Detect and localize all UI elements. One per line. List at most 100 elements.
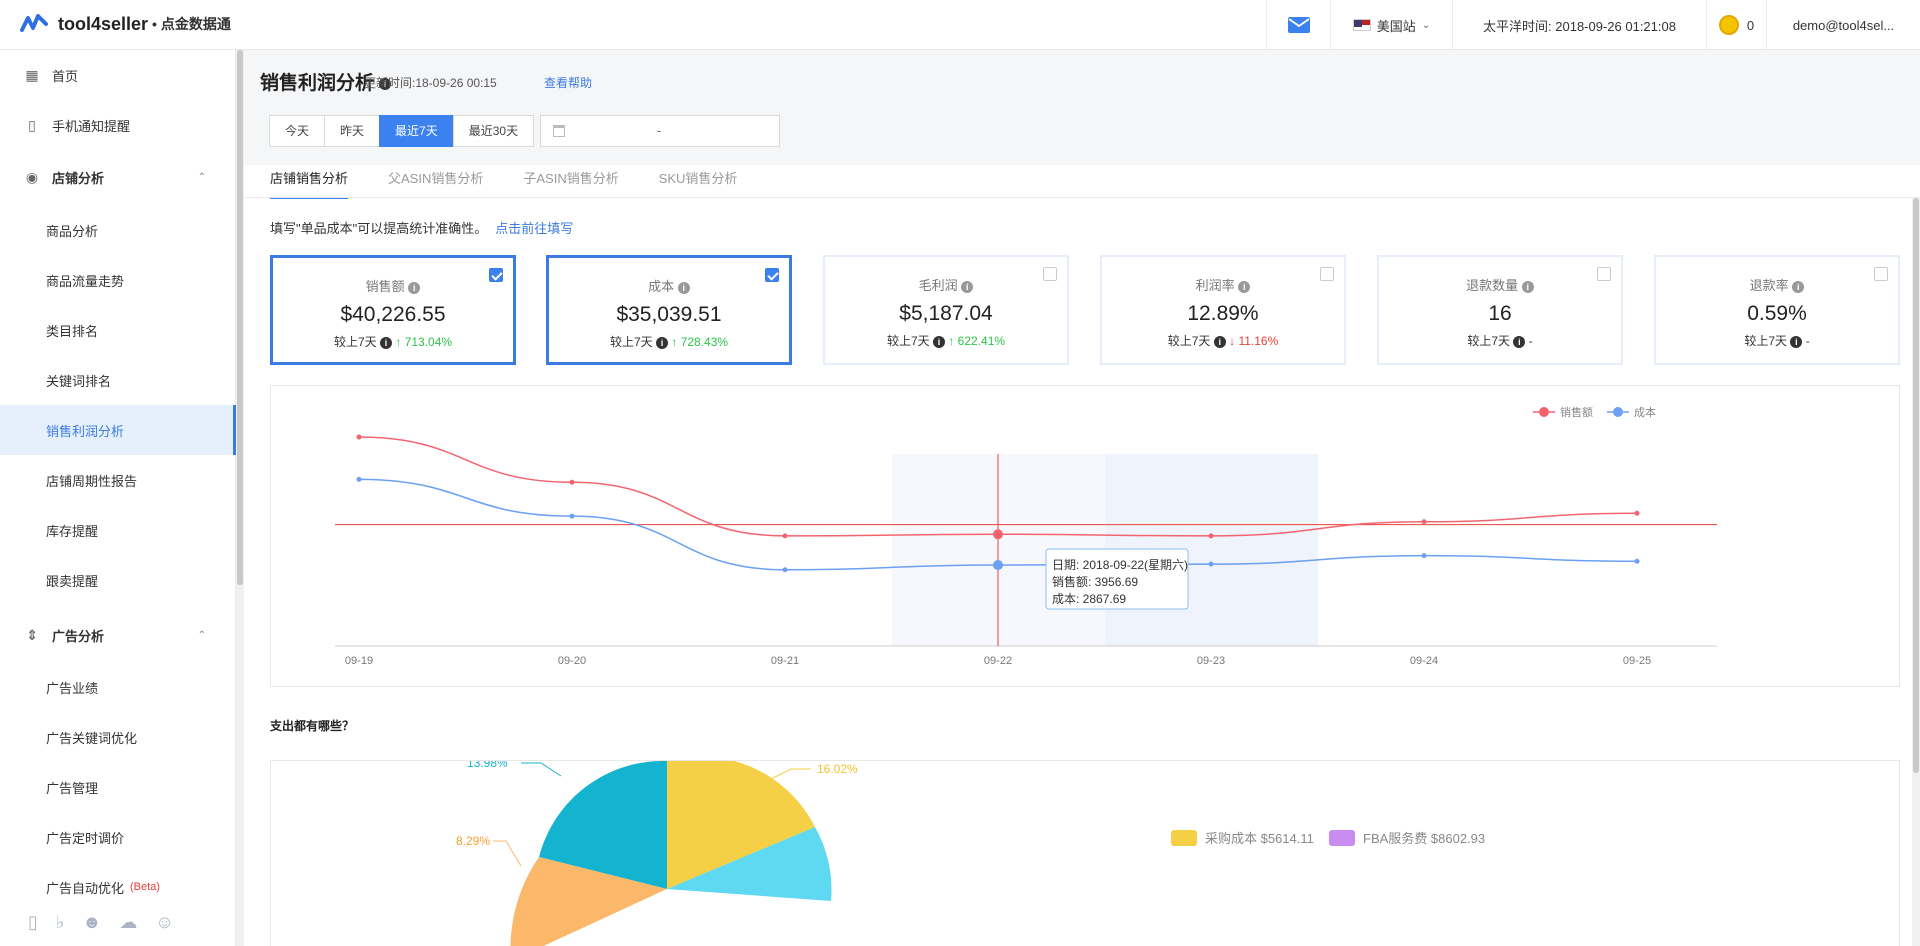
pie-slice-8[interactable] (510, 857, 667, 946)
sidebar-item-label: 商品分析 (46, 223, 99, 239)
info-icon[interactable]: i (1213, 335, 1226, 348)
user-icon[interactable]: ☻ (82, 912, 102, 932)
sidebar-item-home[interactable]: ▦ 首页 (0, 50, 236, 100)
pie-label-13: 13.98% (467, 761, 508, 770)
data-point[interactable] (782, 533, 788, 539)
fill-cost-link[interactable]: 点击前往填写 (495, 221, 574, 236)
data-point[interactable] (569, 479, 575, 485)
date-7days-button[interactable]: 最近7天 (379, 115, 454, 147)
legend-marker[interactable] (1539, 407, 1549, 417)
data-point[interactable] (782, 567, 788, 573)
sidebar-item-ad-keyword[interactable]: 广告关键词优化 (0, 712, 236, 762)
tab-child-asin[interactable]: 子ASIN销售分析 (523, 171, 619, 186)
date-today-button[interactable]: 今天 (269, 115, 326, 147)
data-point[interactable] (1634, 558, 1640, 564)
data-point[interactable] (1421, 519, 1427, 525)
metric-label: 销售额 i (273, 276, 513, 295)
metric-change: ↑ 728.43% (671, 335, 729, 349)
tab-parent-asin[interactable]: 父ASIN销售分析 (388, 171, 484, 186)
info-icon[interactable]: i (655, 336, 668, 349)
info-icon[interactable]: i (1521, 280, 1534, 293)
sidebar-item-inventory-alert[interactable]: 库存提醒 (0, 505, 236, 555)
info-icon[interactable]: i (379, 77, 392, 90)
sidebar-item-hijack-alert[interactable]: 跟卖提醒 (0, 555, 236, 605)
user-menu[interactable]: demo@tool4sel... (1766, 0, 1920, 50)
metric-card[interactable]: 退款数量 i 16 较上7天 i - (1377, 255, 1623, 365)
data-point[interactable] (993, 529, 1003, 540)
info-icon[interactable]: i (408, 281, 421, 294)
legend-marker[interactable] (1613, 407, 1623, 417)
help-link[interactable]: 查看帮助 (544, 76, 593, 90)
sidebar-item-keyword-rank[interactable]: 关键词排名 (0, 355, 236, 405)
data-point[interactable] (1208, 533, 1214, 539)
info-icon[interactable]: i (1790, 335, 1803, 348)
metric-card[interactable]: 毛利润 i $5,187.04 较上7天 i ↑ 622.41% (823, 255, 1069, 365)
tab-store-sales[interactable]: 店铺销售分析 (270, 168, 349, 199)
info-icon[interactable]: i (677, 281, 690, 294)
date-yesterday-button[interactable]: 昨天 (324, 115, 381, 147)
pacific-time: 太平洋时间: 2018-09-26 01:21:08 (1452, 0, 1706, 50)
main-scroll-thumb[interactable] (1913, 198, 1919, 773)
metric-checkbox[interactable] (765, 268, 779, 282)
data-point[interactable] (356, 476, 362, 482)
wechat-icon[interactable]: ☁ (119, 912, 138, 932)
info-icon[interactable]: i (379, 336, 392, 349)
metric-card[interactable]: 退款率 i 0.59% 较上7天 i - (1654, 255, 1900, 365)
logo[interactable]: tool4seller • 点金数据通 (20, 12, 231, 36)
sidebar-item-category-rank[interactable]: 类目排名 (0, 305, 236, 355)
sidebar-item-label: 手机通知提醒 (52, 118, 131, 134)
metric-checkbox[interactable] (1874, 267, 1888, 281)
info-icon[interactable]: i (932, 335, 945, 348)
bell-icon[interactable]: ♭ (55, 912, 65, 932)
metric-checkbox[interactable] (1043, 267, 1057, 281)
data-point[interactable] (993, 560, 1003, 571)
tab-sku[interactable]: SKU销售分析 (658, 171, 738, 186)
sidebar-item-sales-profit[interactable]: 销售利润分析 (0, 405, 236, 455)
data-point[interactable] (1208, 561, 1214, 567)
pie-slice-16[interactable] (667, 761, 815, 889)
tooltip-line: 销售额: 3956.69 (1052, 574, 1138, 589)
sidebar-item-product[interactable]: 商品分析 (0, 205, 236, 255)
info-icon[interactable]: i (961, 280, 974, 293)
coins-button[interactable]: 0 (1706, 0, 1766, 50)
sidebar-item-periodic-report[interactable]: 店铺周期性报告 (0, 455, 236, 505)
metric-card[interactable]: 利润率 i 12.89% 较上7天 i ↓ 11.16% (1100, 255, 1346, 365)
sidebar-group-store[interactable]: ◉ 店铺分析 ⌃ (0, 152, 236, 202)
pie-slice-cyan[interactable] (667, 827, 832, 901)
data-point[interactable] (569, 513, 575, 519)
x-tick-label: 09-23 (1197, 655, 1225, 667)
sidebar-item-ad-performance[interactable]: 广告业绩 (0, 662, 236, 712)
mobile-icon[interactable]: ▯ (28, 912, 38, 932)
metric-checkbox[interactable] (1320, 267, 1334, 281)
pie-slice-13[interactable] (539, 761, 667, 889)
sidebar-scroll-thumb[interactable] (237, 50, 243, 585)
metric-card[interactable]: 成本 i $35,039.51 较上7天 i ↑ 728.43% (546, 255, 792, 365)
legend-purchase-cost[interactable]: 采购成本 $5614.11 (1171, 828, 1314, 847)
sidebar: ▦ 首页 ▯ 手机通知提醒 ◉ 店铺分析 ⌃ 商品分析 商品流量走势 类目排名 … (0, 50, 236, 946)
info-icon[interactable]: i (1238, 280, 1251, 293)
date-30days-button[interactable]: 最近30天 (452, 115, 535, 147)
sidebar-item-ad-manage[interactable]: 广告管理 (0, 762, 236, 812)
sidebar-item-label: 库存提醒 (46, 523, 99, 539)
metric-checkbox[interactable] (489, 268, 503, 282)
site-selector[interactable]: 美国站 ⌄ (1330, 0, 1452, 50)
data-point[interactable] (1421, 553, 1427, 559)
pie-chart-svg[interactable]: 16.02% 13.98% 8.29% (271, 761, 1900, 946)
metric-checkbox[interactable] (1597, 267, 1611, 281)
sidebar-group-ads[interactable]: ⇕ 广告分析 ⌃ (0, 610, 236, 660)
info-icon[interactable]: i (1792, 280, 1805, 293)
data-point[interactable] (1634, 510, 1640, 516)
sidebar-item-ad-schedule[interactable]: 广告定时调价 (0, 812, 236, 862)
info-icon[interactable]: i (1513, 335, 1526, 348)
sidebar-item-traffic[interactable]: 商品流量走势 (0, 255, 236, 305)
sidebar-item-mobile-notify[interactable]: ▯ 手机通知提醒 (0, 100, 236, 150)
group-icon[interactable]: ☺ (155, 912, 174, 932)
legend-fba-fee[interactable]: FBA服务费 $8602.93 (1329, 828, 1485, 847)
chart-tooltip (1045, 548, 1189, 610)
mail-button[interactable] (1266, 0, 1330, 50)
metric-card[interactable]: 销售额 i $40,226.55 较上7天 i ↑ 713.04% (270, 255, 516, 365)
date-range-picker[interactable]: - (540, 115, 780, 147)
sidebar-item-ad-auto[interactable]: 广告自动优化 (Beta) (0, 862, 236, 912)
data-point[interactable] (356, 434, 362, 440)
